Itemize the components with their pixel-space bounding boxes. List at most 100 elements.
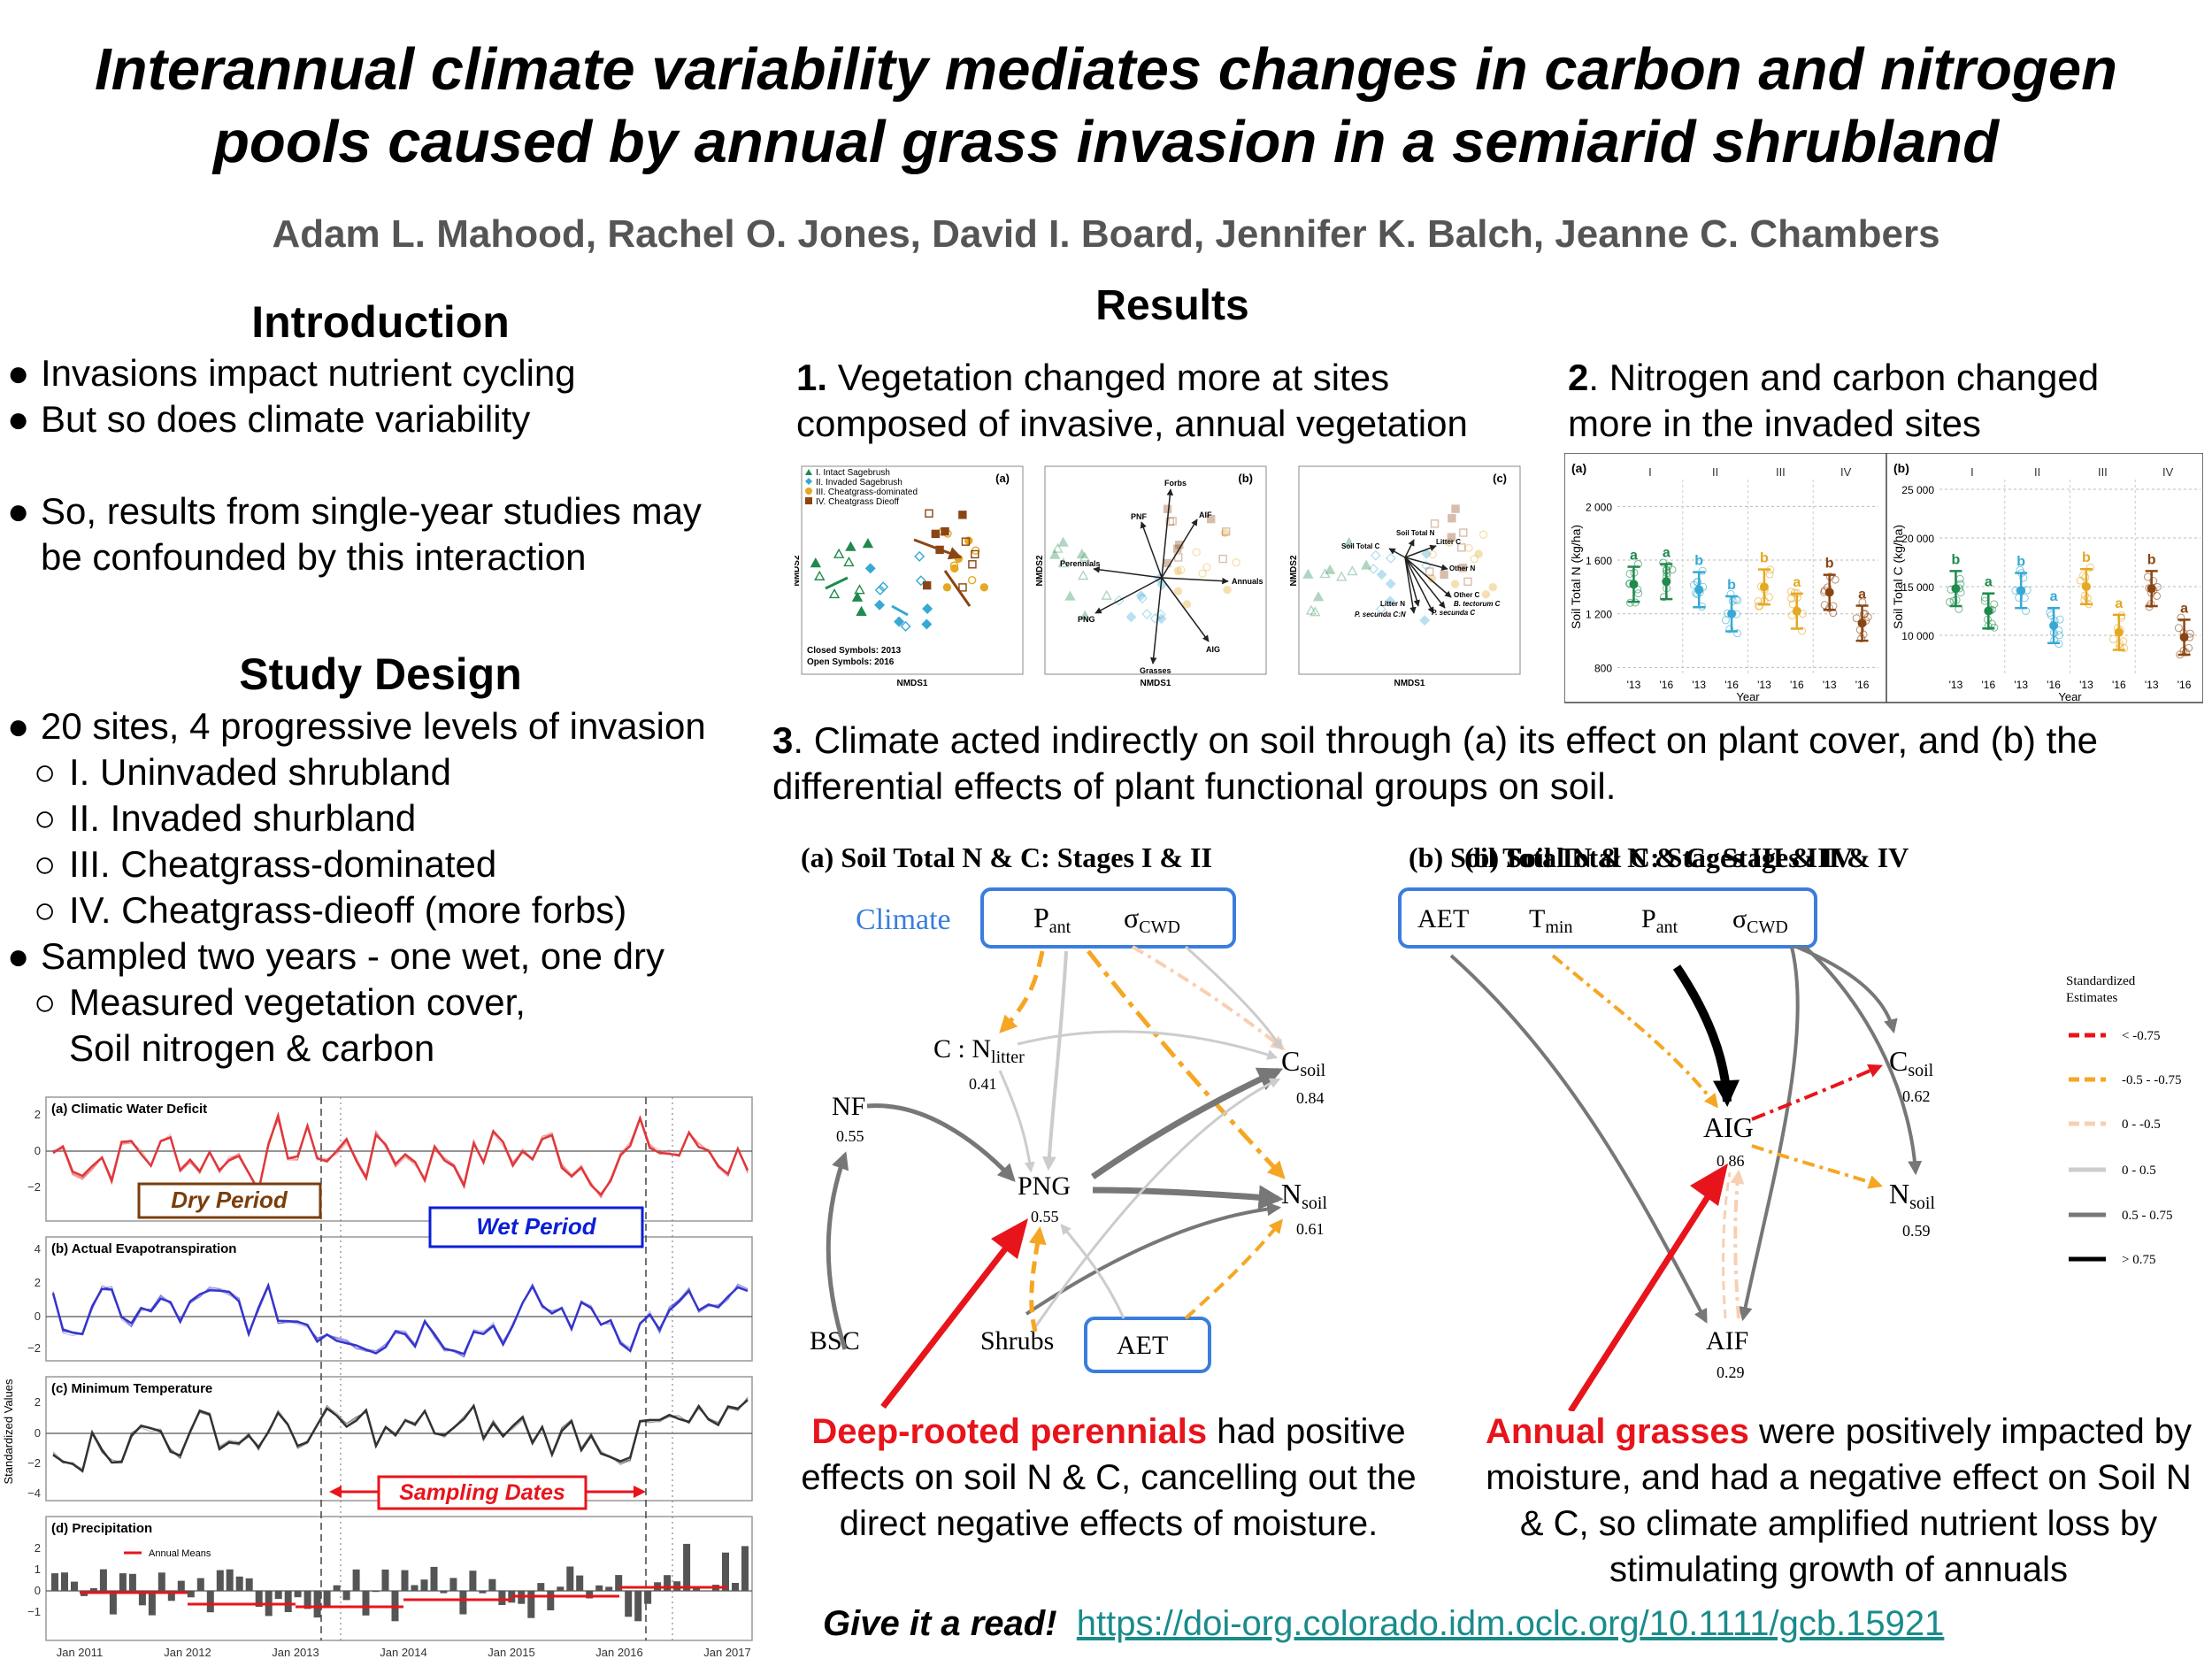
soil-group-label: IV: [2162, 465, 2174, 479]
precip-bar: [381, 1569, 389, 1591]
nmds-point: [1206, 514, 1216, 524]
series-line: [52, 1398, 749, 1471]
precip-bar: [313, 1591, 321, 1618]
precip-bar: [303, 1591, 311, 1609]
nmds-point: [1220, 528, 1230, 537]
soil-group-label: I: [1970, 465, 1974, 479]
nmds-b-xlabel: NMDS1: [1140, 679, 1171, 686]
introduction-bullets: ● Invasions impact nutrient cycling ● But …: [7, 350, 741, 580]
nmds-legend-IV: IV. Cheatgrass Dieoff: [816, 497, 899, 507]
nmds-point: [1173, 587, 1183, 595]
design-subitem: ○ IV. Cheatgrass-dieoff (more forbs): [34, 889, 627, 931]
soil-point: [1725, 625, 1734, 634]
nmds-point: [1305, 604, 1317, 615]
annual-means-legend: Annual Means: [149, 1548, 211, 1559]
precip-bar: [634, 1591, 642, 1622]
nmds-point: [1125, 611, 1137, 623]
nmds-point: [1078, 570, 1089, 580]
nmds-note-closed: Closed Symbols: 2013: [807, 646, 902, 656]
nmds-point: [900, 620, 911, 632]
wet-period-box: [428, 1206, 644, 1248]
xtick: Jan 2016: [595, 1646, 643, 1659]
nmds-figure: (a) I. Intact Sagebrush II. Invaded Sage…: [795, 465, 1521, 686]
series-line: [52, 1283, 749, 1355]
author-list: Adam L. Mahood, Rachel O. Jones, David I…: [272, 212, 1940, 256]
soil-point: [2055, 615, 2064, 624]
nmds-point: [950, 564, 959, 573]
sem-a-climate-box: [980, 887, 1236, 949]
nmds-point: [1163, 504, 1172, 513]
precip-bar: [323, 1591, 331, 1609]
sem-b-climate-box: [1398, 887, 1817, 949]
soil-letter: a: [1985, 575, 1993, 590]
nmds-point: [851, 591, 864, 602]
soil-letter: a: [2180, 601, 2188, 616]
legend-title: Standardized: [2066, 974, 2136, 988]
precip-bar: [226, 1569, 234, 1591]
soil-letter: b: [1727, 578, 1736, 593]
soil-point: [2055, 631, 2063, 640]
nmds-point: [810, 557, 822, 568]
design-subitem: ○ III. Cheatgrass-dominated: [34, 843, 497, 885]
series-line: [51, 1282, 749, 1356]
precip-bar: [732, 1583, 739, 1591]
nmds-a-xlabel: NMDS1: [896, 679, 927, 686]
soil-ytick: 20 000: [1901, 533, 1934, 545]
soil-mean: [2114, 627, 2124, 637]
nmds-point: [922, 580, 932, 590]
sem-node-aig: AIG: [1703, 1111, 1754, 1143]
sem-r2: 0.62: [1902, 1087, 1931, 1105]
sem-r2: 0.86: [1717, 1152, 1745, 1170]
sem-node-png: PNG: [1018, 1171, 1071, 1201]
soil-letter: a: [1858, 588, 1866, 603]
nmds-point: [862, 538, 874, 549]
soil-letter: b: [1952, 552, 1961, 567]
soil-letter: a: [1630, 549, 1638, 564]
panel-d-frame: [45, 1516, 753, 1641]
intro-bullet: ● Invasions impact nutrient cycling: [7, 352, 576, 394]
vector-soil-c: Soil Total C: [1341, 542, 1380, 550]
ytick: −2: [27, 1180, 41, 1194]
nmds-point: [1223, 585, 1232, 595]
ytick: 2: [35, 1276, 41, 1289]
precip-bar: [576, 1575, 584, 1591]
nmds-point: [1368, 564, 1379, 575]
precip-bar: [119, 1573, 127, 1591]
precip-bar: [362, 1591, 370, 1616]
nmds-point: [1173, 566, 1183, 576]
paper-link[interactable]: https://doi-org.colorado.idm.oclc.org/10…: [1076, 1604, 1945, 1643]
sem-diagrams: (a) Soil Total N & C: Stages I & II Clim…: [801, 841, 1909, 1409]
vector-soil-n: Soil Total N: [1396, 529, 1435, 537]
series-line: [52, 1115, 749, 1197]
ytick: −2: [27, 1456, 41, 1470]
nmds-point: [1192, 548, 1201, 557]
aet-series: [51, 1282, 749, 1358]
precip-bar: [488, 1578, 496, 1591]
precip-bar: [128, 1573, 136, 1591]
precip-bar: [167, 1591, 175, 1601]
vector-litter-n: Litter N: [1380, 600, 1405, 608]
soil-xtick: '16: [1659, 679, 1673, 691]
soil-group-label: III: [1776, 465, 1786, 479]
nmds-point: [1079, 610, 1091, 620]
precip-bar: [625, 1591, 633, 1617]
soil-mean: [2049, 621, 2059, 630]
precip-bar: [420, 1579, 428, 1591]
sem-node-aet: AET: [1117, 1331, 1168, 1360]
nmds-point: [1425, 567, 1434, 576]
design-item: ● 20 sites, 4 progressive levels of invas…: [7, 705, 706, 747]
title-line-1: Interannual climate variability mediates…: [94, 36, 2118, 103]
precip-bar: [294, 1591, 302, 1598]
soil-point: [1659, 558, 1668, 567]
soil-ytick: 2 000: [1586, 501, 1612, 513]
soil-letter: a: [2050, 589, 2058, 604]
precip-bar: [109, 1591, 117, 1615]
design-item: ● Sampled two years - one wet, one dry: [7, 935, 665, 977]
soil-mean: [1984, 606, 1993, 616]
precip-bar: [99, 1569, 107, 1591]
nmds-legend-III: III. Cheatgrass-dominated: [816, 488, 918, 497]
precip-bar: [411, 1585, 419, 1591]
ytick: 0: [35, 1310, 41, 1323]
precip-bar: [557, 1586, 565, 1591]
precip-bar: [71, 1581, 78, 1591]
